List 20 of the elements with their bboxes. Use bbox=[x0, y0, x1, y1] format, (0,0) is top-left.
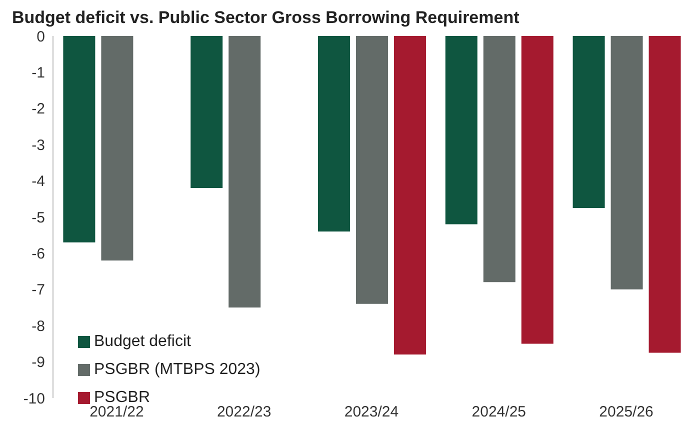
y-tick-label: -6 bbox=[32, 246, 45, 263]
x-tick-label: 2023/24 bbox=[344, 404, 399, 421]
chart-title: Budget deficit vs. Public Sector Gross Borrowing Requirement bbox=[12, 8, 520, 28]
y-tick-label: -2 bbox=[32, 100, 45, 118]
y-tick-label: -5 bbox=[32, 209, 45, 226]
legend-label: PSGBR bbox=[94, 389, 150, 406]
x-tick-label: 2022/23 bbox=[216, 404, 272, 421]
y-tick-label: -8 bbox=[32, 318, 45, 335]
y-tick-label: -7 bbox=[32, 282, 45, 299]
y-tick-label: -4 bbox=[32, 173, 45, 190]
y-tick-label: -9 bbox=[32, 354, 45, 372]
x-tick-label: 2025/26 bbox=[599, 404, 654, 421]
y-tick-label: -3 bbox=[32, 136, 45, 154]
x-tick-label: 2024/25 bbox=[472, 404, 526, 421]
y-tick-label: 0 bbox=[36, 28, 45, 46]
legend-label: PSGBR (MTBPS 2023) bbox=[94, 361, 260, 378]
y-tick-label: -10 bbox=[23, 390, 45, 408]
legend-label: Budget deficit bbox=[94, 333, 191, 350]
y-tick-label: -1 bbox=[32, 64, 45, 82]
x-tick-label: 2021/22 bbox=[90, 404, 144, 421]
